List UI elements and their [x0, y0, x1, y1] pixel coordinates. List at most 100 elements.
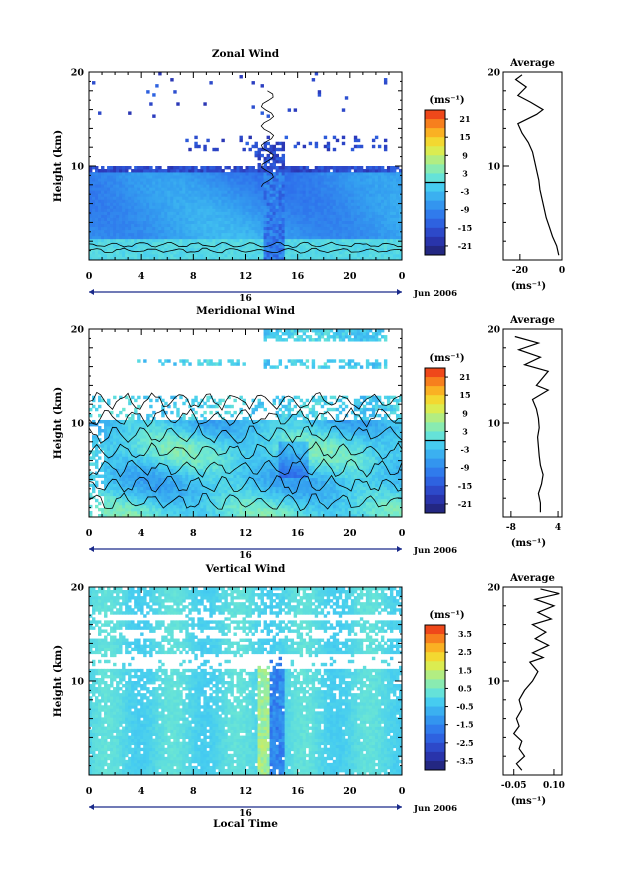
heatmap-cell [248, 181, 252, 185]
heatmap-cell [137, 226, 141, 231]
heatmap-cell [305, 169, 310, 173]
heatmap-cell [248, 175, 252, 179]
heatmap-cell [122, 214, 126, 218]
heatmap-cell [305, 205, 310, 209]
heatmap-cell [221, 441, 225, 445]
heatmap-cell [263, 235, 267, 240]
heatmap-cell [356, 226, 361, 231]
heatmap-cell [167, 510, 171, 515]
heatmap-cell [197, 199, 201, 203]
heatmap-cell [92, 250, 96, 255]
heatmap-cell [362, 217, 367, 221]
heatmap-cell [131, 444, 135, 448]
heatmap-cell [95, 226, 99, 231]
heatmap-cell [200, 169, 204, 173]
heatmap-cell [269, 220, 273, 225]
heatmap-cell [236, 241, 240, 246]
heatmap-cell [95, 211, 99, 215]
heatmap-cell [287, 190, 292, 194]
heatmap-cell [206, 138, 210, 143]
heatmap-cell [131, 184, 135, 188]
heatmap-cell [218, 401, 222, 406]
heatmap-cell [341, 256, 346, 261]
heatmap-cell [221, 432, 225, 436]
heatmap-cell [89, 172, 93, 176]
heatmap-cell [293, 211, 298, 215]
heatmap-cell [122, 429, 126, 433]
heatmap-cell [377, 220, 382, 225]
heatmap-cell [380, 220, 385, 225]
heatmap-cell [314, 184, 319, 188]
heatmap-cell [191, 166, 195, 170]
heatmap-cell [284, 232, 289, 237]
heatmap-cell [326, 190, 331, 194]
heatmap-cell [341, 205, 346, 209]
heatmap-cell [359, 244, 364, 249]
heatmap-cell [110, 193, 114, 197]
heatmap-cell [236, 169, 240, 173]
heatmap-cell [296, 190, 301, 194]
heatmap-cell [221, 214, 225, 218]
heatmap-cell [128, 241, 132, 246]
heatmap-cell [263, 253, 267, 258]
heatmap-cell [131, 238, 135, 243]
heatmap-cell [287, 184, 292, 188]
heatmap-cell [176, 102, 180, 106]
heatmap-cell [236, 214, 240, 218]
heatmap-cell [386, 211, 391, 215]
heatmap-cell [221, 256, 225, 261]
heatmap-cell [95, 444, 99, 448]
heatmap-cell [356, 199, 361, 203]
heatmap-cell [182, 220, 186, 225]
heatmap-cell [110, 202, 114, 206]
heatmap-cell [212, 190, 216, 194]
heatmap-cell [293, 108, 298, 112]
heatmap-cell [368, 256, 373, 261]
heatmap-cell [176, 214, 180, 218]
heatmap-cell [224, 486, 228, 491]
heatmap-cell [203, 416, 207, 421]
heatmap-cell [116, 498, 120, 503]
heatmap-cell [239, 244, 243, 249]
heatmap-cell [293, 223, 298, 228]
heatmap-cell [245, 238, 249, 243]
heatmap-cell [182, 416, 186, 421]
heatmap-cell [395, 235, 400, 240]
heatmap-cell [149, 244, 153, 249]
heatmap-cell [335, 253, 340, 258]
heatmap-cell [173, 226, 177, 231]
heatmap-cell [116, 241, 120, 246]
heatmap-cell [218, 359, 222, 363]
heatmap-cell [266, 172, 270, 176]
heatmap-cell [224, 504, 228, 509]
heatmap-cell [377, 144, 382, 149]
heatmap-cell [143, 477, 147, 482]
heatmap-cell [236, 184, 240, 188]
heatmap-cell [143, 459, 147, 463]
heatmap-cell [389, 214, 394, 218]
heatmap-cell [209, 196, 213, 200]
heatmap-cell [320, 205, 325, 209]
heatmap-cell [155, 199, 159, 203]
heatmap-cell [209, 395, 213, 400]
heatmap-cell [278, 166, 283, 170]
heatmap-cell [377, 247, 382, 252]
heatmap-cell [209, 404, 213, 409]
heatmap-cell [158, 72, 162, 76]
heatmap-cell [110, 169, 114, 173]
heatmap-cell [209, 480, 213, 485]
heatmap-cell [131, 426, 135, 430]
heatmap-cell [383, 193, 388, 197]
heatmap-cell [305, 250, 310, 255]
heatmap-cell [284, 244, 289, 249]
heatmap-cell [176, 238, 180, 243]
heatmap-cell [242, 256, 246, 261]
heatmap-cell [179, 432, 183, 436]
heatmap-cell [287, 217, 292, 221]
heatmap-cell [293, 220, 298, 225]
heatmap-cell [254, 241, 258, 246]
heatmap-cell [377, 181, 382, 185]
heatmap-cell [272, 187, 276, 191]
heatmap-cell [173, 486, 177, 491]
heatmap-cell [254, 178, 258, 182]
